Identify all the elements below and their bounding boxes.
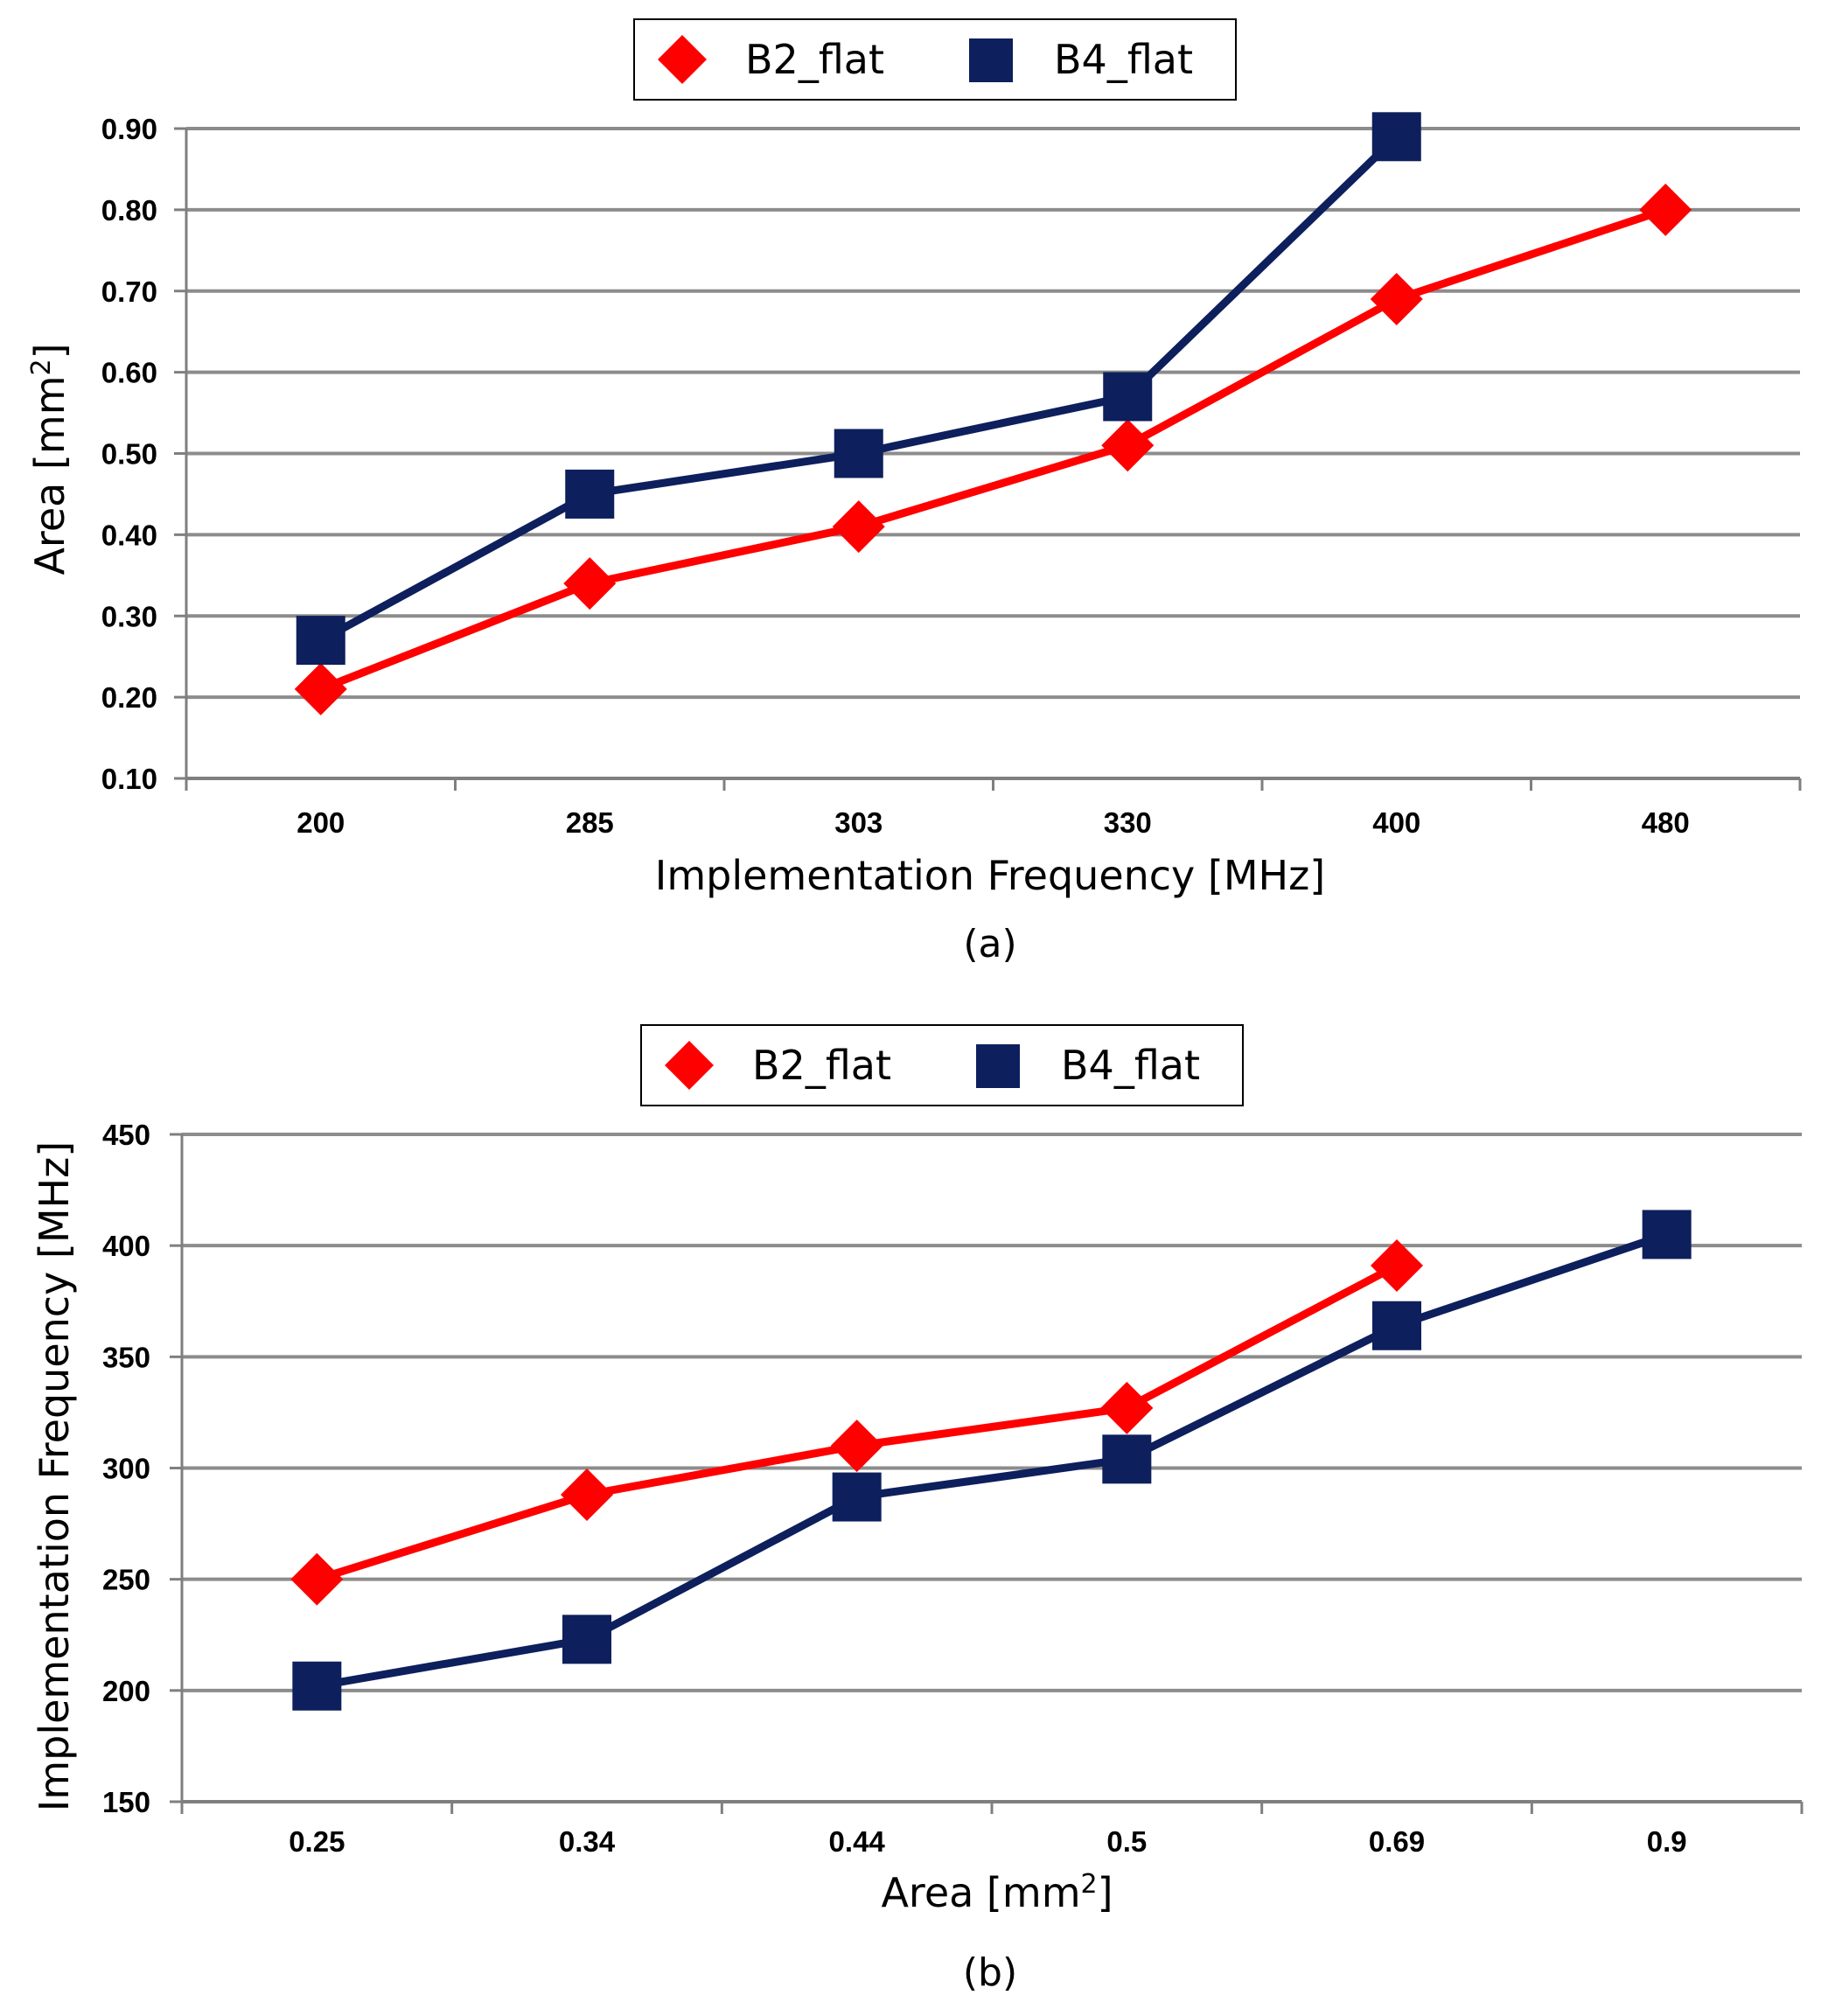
y-tick-label: 250 xyxy=(102,1564,150,1596)
chart-panel-a: B2_flat B4_flat 0.10 0.20 0.30 0.40 0.50 0.60… xyxy=(0,0,1821,980)
legend-label-b4-flat: B4_flat xyxy=(1061,1042,1200,1089)
y-tick-label: 400 xyxy=(102,1230,150,1262)
data-point-b2-flat xyxy=(1101,419,1155,472)
axes xyxy=(174,127,1802,791)
y-tick-label: 0.10 xyxy=(101,763,157,795)
data-point-b2-flat xyxy=(830,1420,883,1473)
legend-label-b4-flat: B4_flat xyxy=(1054,36,1193,83)
legend-box xyxy=(633,18,1237,101)
data-point-b4-flat xyxy=(562,1615,611,1664)
y-tick-label: 0.30 xyxy=(101,600,157,632)
y-tick-label: 0.60 xyxy=(101,357,157,389)
data-point-b4-flat xyxy=(565,469,615,519)
data-point-b4-flat xyxy=(832,1472,882,1522)
legend-square-marker xyxy=(976,1044,1020,1088)
x-tick-label: 0.9 xyxy=(1647,1825,1687,1858)
axes xyxy=(170,1133,1804,1814)
x-tick-label: 0.5 xyxy=(1106,1825,1147,1858)
x-tick-label: 303 xyxy=(834,806,883,839)
legend-box xyxy=(640,1024,1244,1106)
y-tick-label: 0.80 xyxy=(101,194,157,227)
series xyxy=(294,112,1692,715)
data-point-b4-flat xyxy=(1642,1210,1692,1259)
data-point-b2-flat xyxy=(290,1552,344,1606)
legend-square-marker xyxy=(969,38,1013,82)
y-tick-label: 350 xyxy=(102,1341,150,1373)
y-tick-label: 0.40 xyxy=(101,519,157,551)
y-tick-label: 450 xyxy=(102,1119,150,1151)
data-point-b2-flat xyxy=(294,662,347,715)
x-tick-labels: 0.25 0.34 0.44 0.5 0.69 0.9 xyxy=(289,1825,1686,1858)
y-tick-label: 0.20 xyxy=(101,681,157,714)
data-point-b4-flat xyxy=(1102,1434,1152,1484)
data-point-b2-flat xyxy=(1639,183,1692,236)
chart-b: B2_flat B4_flat 150 200 250 300 350 400 450 0.… xyxy=(31,1024,1804,1995)
data-point-b4-flat xyxy=(1372,1301,1421,1350)
data-point-b2-flat xyxy=(563,557,617,610)
data-point-b4-flat xyxy=(292,1661,342,1711)
data-point-b4-flat xyxy=(1371,112,1421,162)
y-tick-labels: 150 200 250 300 350 400 450 xyxy=(102,1119,150,1818)
x-axis-title: Area [mm2] xyxy=(881,1869,1113,1916)
legend-diamond-marker xyxy=(665,1041,714,1090)
data-point-b2-flat xyxy=(1100,1381,1154,1434)
y-tick-label: 0.70 xyxy=(101,276,157,308)
y-tick-label: 0.50 xyxy=(101,438,157,471)
series xyxy=(290,1210,1692,1711)
data-point-b4-flat xyxy=(834,429,883,478)
y-tick-label: 0.90 xyxy=(101,113,157,145)
chart-a: B2_flat B4_flat 0.10 0.20 0.30 0.40 0.50 0.60… xyxy=(26,18,1802,966)
panel-caption-b: (b) xyxy=(963,1950,1017,1995)
y-tick-label: 300 xyxy=(102,1453,150,1485)
y-tick-label: 150 xyxy=(102,1786,150,1818)
x-tick-label: 400 xyxy=(1372,806,1420,839)
data-point-b2-flat xyxy=(561,1468,613,1522)
legend-label-b2-flat: B2_flat xyxy=(752,1042,891,1089)
data-point-b4-flat xyxy=(1103,372,1153,422)
panel-caption-a: (a) xyxy=(963,922,1016,966)
data-point-b2-flat xyxy=(832,500,885,554)
data-point-b4-flat xyxy=(296,616,345,666)
x-tick-label: 480 xyxy=(1642,806,1690,839)
x-tick-label: 200 xyxy=(297,806,345,839)
series-line-b4-flat xyxy=(316,1231,1669,1691)
x-tick-labels: 200 285 303 330 400 480 xyxy=(297,806,1690,839)
x-axis-title: Implementation Frequency [MHz] xyxy=(655,852,1325,899)
legend-label-b2-flat: B2_flat xyxy=(745,36,884,83)
x-tick-label: 0.34 xyxy=(559,1825,616,1858)
x-tick-label: 330 xyxy=(1104,806,1152,839)
chart-panel-b: B2_flat B4_flat 150 200 250 300 350 400 450 0.… xyxy=(0,1006,1821,2016)
legend-diamond-marker xyxy=(658,35,707,84)
data-point-b2-flat xyxy=(1370,273,1423,326)
y-axis-title: Implementation Frequency [MHz] xyxy=(31,1141,78,1811)
y-tick-label: 200 xyxy=(102,1675,150,1707)
x-tick-label: 0.25 xyxy=(289,1825,345,1858)
y-axis-title: Area [mm2] xyxy=(26,343,73,575)
x-tick-label: 0.69 xyxy=(1369,1825,1425,1858)
grid-lines xyxy=(182,1133,1802,1692)
x-tick-label: 0.44 xyxy=(829,1825,886,1858)
data-point-b2-flat xyxy=(1371,1239,1423,1293)
grid-lines xyxy=(186,127,1800,700)
series-line-b2-flat xyxy=(319,206,1667,694)
y-tick-labels: 0.10 0.20 0.30 0.40 0.50 0.60 0.70 0.80 0.90 xyxy=(101,113,157,795)
x-tick-label: 285 xyxy=(566,806,614,839)
